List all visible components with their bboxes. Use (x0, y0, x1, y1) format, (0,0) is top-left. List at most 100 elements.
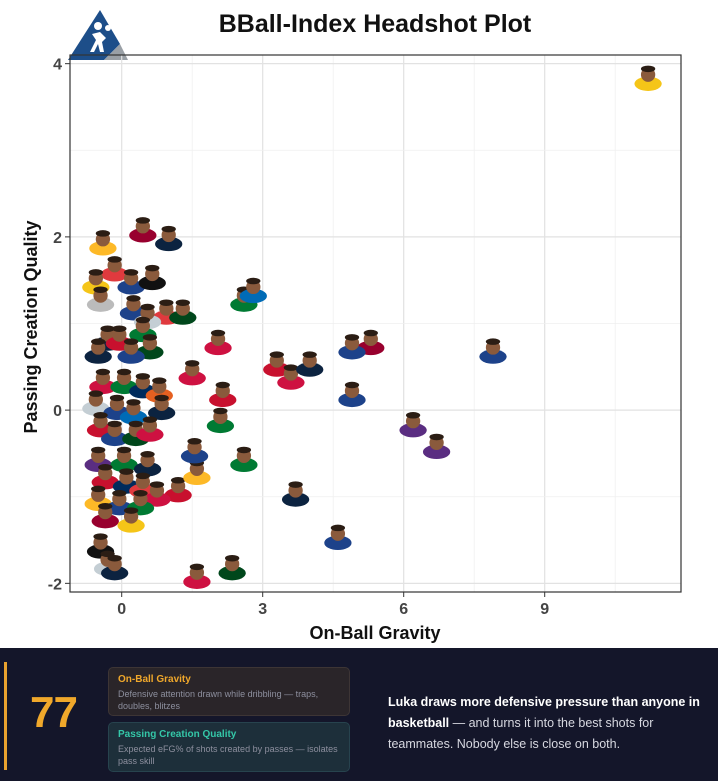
hair-shape (123, 338, 139, 345)
hair-shape (107, 554, 122, 562)
player-headshot-point (204, 329, 232, 356)
jersey-shape (277, 375, 305, 390)
jersey-shape (281, 492, 310, 507)
player-headshot-point (86, 286, 115, 312)
hair-shape (112, 325, 127, 332)
player-headshot-point (281, 481, 310, 507)
y-tick-label: 0 (53, 403, 62, 420)
jersey-shape (91, 514, 119, 529)
jersey-shape (422, 444, 451, 460)
hair-shape (185, 360, 200, 367)
axis-ticks: 0 3 6 9 -2 0 2 4 (48, 57, 549, 618)
hair-shape (236, 446, 252, 454)
hair-shape (116, 368, 132, 376)
hair-shape (344, 334, 360, 341)
y-tick-label: 2 (53, 230, 62, 247)
hair-shape (485, 338, 501, 345)
jersey-shape (136, 427, 164, 442)
hair-shape (215, 381, 230, 389)
player-headshot-point (169, 299, 197, 325)
hair-shape (98, 502, 113, 510)
jersey-shape (129, 228, 157, 243)
chart-title: BBall-Index Headshot Plot (218, 10, 532, 38)
hair-shape (135, 472, 151, 480)
hair-shape (363, 329, 378, 337)
jersey-shape (296, 362, 324, 377)
hair-shape (107, 256, 122, 263)
player-headshot-point (155, 225, 183, 252)
score-value: 77 (30, 688, 78, 737)
player-headshot-point (239, 277, 267, 304)
jersey-shape (86, 297, 115, 312)
player-headshot-point (89, 230, 117, 256)
jersey-shape (218, 566, 246, 581)
player-headshot-point (422, 433, 451, 460)
player-headshot-point (101, 420, 129, 447)
player-headshot-point (110, 446, 138, 473)
hair-shape (344, 381, 360, 389)
player-headshot-point (101, 256, 129, 282)
jersey-shape (82, 401, 110, 416)
hair-shape (210, 329, 226, 337)
y-axis-label: Passing Creation Quality (21, 220, 41, 433)
hair-shape (123, 507, 139, 514)
plot-frame (69, 54, 682, 593)
hair-shape (142, 334, 158, 341)
summary-rest: — and turns it into the best shots for t… (388, 716, 654, 751)
player-headshot-point (324, 524, 352, 551)
player-headshot-point (209, 381, 237, 408)
footer-accent-bar (4, 662, 7, 770)
player-headshot-point (101, 554, 129, 581)
jersey-shape (263, 362, 291, 377)
y-tick-label: 4 (53, 57, 62, 74)
x-axis-label: On-Ball Gravity (309, 623, 440, 643)
x-tick-label: 0 (117, 601, 126, 618)
hair-shape (225, 554, 240, 562)
player-headshot-point (180, 438, 209, 464)
player-headshot-point (338, 334, 366, 360)
player-headshot-point (82, 269, 110, 295)
hair-shape (142, 416, 158, 423)
hair-shape (91, 446, 106, 454)
hair-shape (152, 377, 167, 384)
hair-shape (109, 394, 125, 402)
player-headshot-point (143, 481, 171, 507)
hair-shape (100, 325, 115, 332)
player-headshot-point (206, 407, 235, 434)
jersey-shape (204, 340, 232, 356)
hair-shape (93, 533, 108, 540)
hair-shape (91, 485, 106, 493)
jersey-shape (155, 236, 183, 252)
jersey-shape (479, 349, 507, 364)
jersey-shape (178, 371, 206, 386)
hair-shape (269, 351, 284, 358)
hair-shape (302, 351, 317, 358)
jersey-shape (183, 574, 211, 589)
jersey-shape (138, 275, 166, 291)
hair-shape (119, 468, 134, 475)
hair-shape (107, 420, 122, 428)
hair-shape (246, 277, 261, 285)
hair-shape (429, 433, 444, 441)
player-headshot-point (103, 394, 131, 421)
jersey-shape (143, 492, 171, 507)
hair-shape (91, 338, 106, 345)
jersey-shape (101, 267, 129, 282)
hair-shape (140, 451, 155, 458)
hair-shape (640, 65, 656, 73)
player-headshot-point (129, 217, 157, 243)
player-headshot-point (178, 360, 206, 386)
chart-panel: BBall-Index Headshot Plot 0 3 6 9 -2 0 2 4 On-B… (21, 10, 682, 643)
passing-card-title: Passing Creation Quality (118, 729, 237, 740)
jersey-shape (148, 405, 176, 421)
hair-shape (149, 481, 165, 488)
player-headshot-point (479, 338, 507, 364)
hair-shape (98, 464, 113, 471)
hair-shape (88, 269, 103, 276)
player-headshot-point (218, 554, 246, 581)
jersey-shape (399, 423, 427, 438)
hair-shape (145, 264, 160, 272)
summary-text: Luka draws more defensive pressure than … (388, 692, 708, 755)
player-headshot-point (117, 338, 145, 364)
jersey-shape (117, 280, 145, 295)
